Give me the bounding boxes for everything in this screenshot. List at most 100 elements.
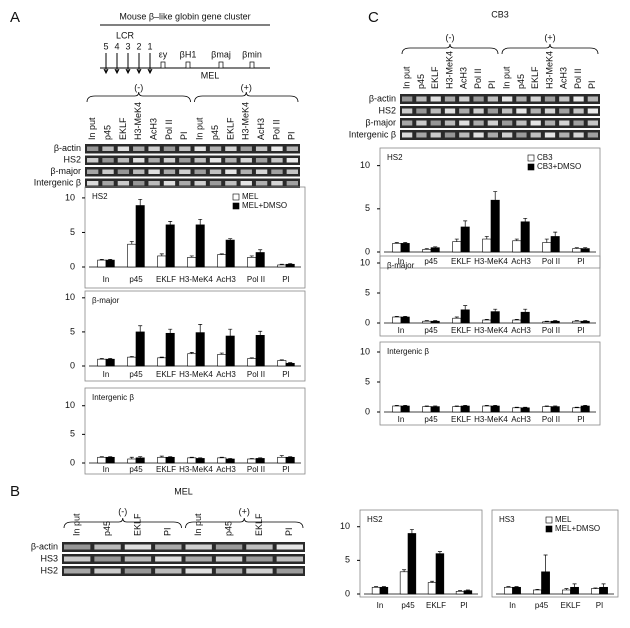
bar	[427, 582, 437, 595]
gel-band	[402, 108, 413, 114]
error-bar	[159, 253, 164, 256]
row-label: HS2	[40, 565, 58, 575]
gel-band	[416, 96, 427, 102]
error-bar	[465, 589, 470, 591]
bar	[452, 317, 462, 324]
gel-band	[179, 146, 191, 151]
bar	[460, 405, 470, 413]
lane-label: p45	[416, 74, 426, 89]
row-label: Intergenic β	[349, 129, 396, 139]
x-tick-label: p45	[535, 601, 549, 610]
gel-band	[225, 158, 237, 163]
bar	[512, 240, 522, 253]
x-tick-label: PI	[282, 465, 290, 474]
x-tick-label: AcH3	[511, 326, 531, 335]
legend-swatch	[545, 516, 553, 524]
gel-band	[148, 146, 160, 151]
gel-band	[487, 96, 498, 102]
error-bar	[514, 238, 519, 241]
error-bar	[544, 405, 549, 407]
lane-label: PI	[587, 80, 597, 89]
gel-band	[215, 556, 243, 562]
bar	[225, 458, 235, 464]
gel-band	[194, 146, 206, 151]
error-bar	[514, 586, 519, 588]
error-bar	[279, 359, 284, 361]
gel-band	[530, 120, 541, 126]
error-bar	[403, 405, 408, 406]
gel-title: CB3	[491, 9, 509, 19]
bar	[512, 407, 522, 413]
x-tick-label: H3-MeK4	[179, 370, 213, 379]
gene-label: βmaj	[211, 49, 231, 59]
error-bar	[454, 405, 459, 407]
gel-band	[194, 181, 206, 186]
gel-band	[133, 158, 145, 163]
lane-label: EKLF	[118, 117, 128, 140]
error-bar	[514, 319, 519, 320]
gel-band	[430, 120, 441, 126]
y-tick-label: 10	[65, 292, 75, 302]
x-tick-label: AcH3	[216, 370, 236, 379]
bar	[572, 320, 582, 324]
chart-title: β-major	[387, 261, 415, 270]
gel-band	[402, 120, 413, 126]
gel-band	[102, 169, 114, 174]
gel-strip	[85, 167, 300, 177]
bar	[285, 263, 295, 268]
gel-band	[179, 158, 191, 163]
gel-band	[559, 108, 570, 114]
error-bar	[374, 586, 379, 588]
row-label: HS2	[378, 105, 396, 115]
bar	[255, 252, 265, 268]
bar	[580, 248, 590, 253]
x-tick-label: p45	[129, 275, 143, 284]
bar	[422, 249, 432, 253]
panel-label: C	[368, 9, 379, 26]
x-tick-label: In	[398, 415, 405, 424]
x-tick-label: In	[103, 465, 110, 474]
gel-band	[124, 544, 152, 550]
x-tick-label: H3-MeK4	[474, 257, 508, 266]
y-tick-label: 10	[65, 400, 75, 410]
bar	[217, 254, 227, 268]
error-bar	[433, 405, 438, 407]
error-bar	[129, 456, 134, 459]
error-bar	[258, 330, 263, 336]
lane-label: H3-MeK4	[241, 102, 251, 140]
error-bar	[279, 263, 284, 265]
y-tick-label: 5	[365, 376, 370, 386]
x-tick-label: AcH3	[216, 465, 236, 474]
bar	[247, 358, 257, 367]
lane-label: AcH3	[256, 118, 266, 140]
gel-band	[133, 169, 145, 174]
legend-swatch	[232, 193, 240, 201]
chart-frame	[84, 186, 306, 289]
bar	[277, 456, 287, 464]
x-tick-label: In	[103, 370, 110, 379]
gel-band	[459, 96, 470, 102]
error-bar	[108, 456, 113, 458]
bar	[482, 238, 492, 253]
lane-label: AcH3	[559, 67, 569, 89]
gel-band	[225, 181, 237, 186]
x-tick-label: EKLF	[156, 370, 176, 379]
hs-site: 3	[125, 41, 130, 51]
bar	[455, 591, 465, 595]
bar	[187, 457, 197, 464]
bar	[195, 458, 205, 464]
gel-band	[163, 146, 176, 151]
panel-label: A	[10, 9, 20, 26]
gel-band	[255, 158, 268, 163]
y-tick-label: 5	[70, 429, 75, 439]
lane-label: Pol II	[271, 119, 281, 140]
gel-band	[530, 108, 541, 114]
gel-strip	[400, 106, 600, 116]
bar	[520, 407, 530, 413]
error-bar	[523, 308, 528, 313]
y-tick-label: 0	[70, 261, 75, 271]
x-tick-label: In	[509, 601, 516, 610]
error-bar	[228, 458, 233, 459]
lane-label: p45	[516, 74, 526, 89]
bar	[430, 406, 440, 413]
